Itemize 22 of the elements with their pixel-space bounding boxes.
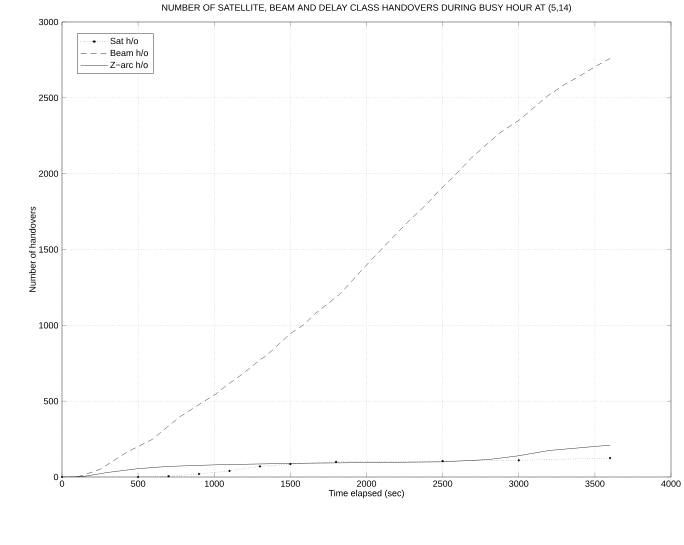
x-tick-label: 3500: [585, 480, 604, 487]
x-tick-label: 1000: [204, 480, 224, 487]
x-tick-label: 3000: [509, 480, 528, 487]
x-tick-label: 2000: [356, 480, 376, 487]
legend-label: Beam h/o: [110, 50, 148, 56]
chart-title: NUMBER OF SATELLITE, BEAM AND DELAY CLASS HANDOVERS DURING BUSY HOUR AT (5,14): [162, 4, 571, 12]
legend-label: Sat h/o: [110, 38, 138, 44]
y-tick-label: 2000: [38, 170, 58, 177]
y-tick-label: 500: [44, 398, 58, 404]
x-tick-label: 1500: [281, 480, 300, 487]
y-tick-label: 0: [54, 474, 58, 480]
y-axis-title: Number of handovers: [29, 206, 36, 292]
legend-label: Z−arc h/o: [110, 62, 148, 68]
x-tick-label: 500: [131, 480, 146, 487]
y-tick-label: 1000: [39, 322, 58, 329]
y-tick-label: 2500: [38, 94, 58, 102]
x-tick-label: 4000: [661, 480, 681, 487]
x-axis-title: Time elapsed (sec): [328, 490, 404, 498]
x-tick-label: 0: [60, 480, 64, 487]
y-tick-label: 3000: [38, 18, 58, 26]
x-tick-label: 2500: [433, 480, 452, 487]
y-tick-label: 1500: [39, 246, 58, 253]
